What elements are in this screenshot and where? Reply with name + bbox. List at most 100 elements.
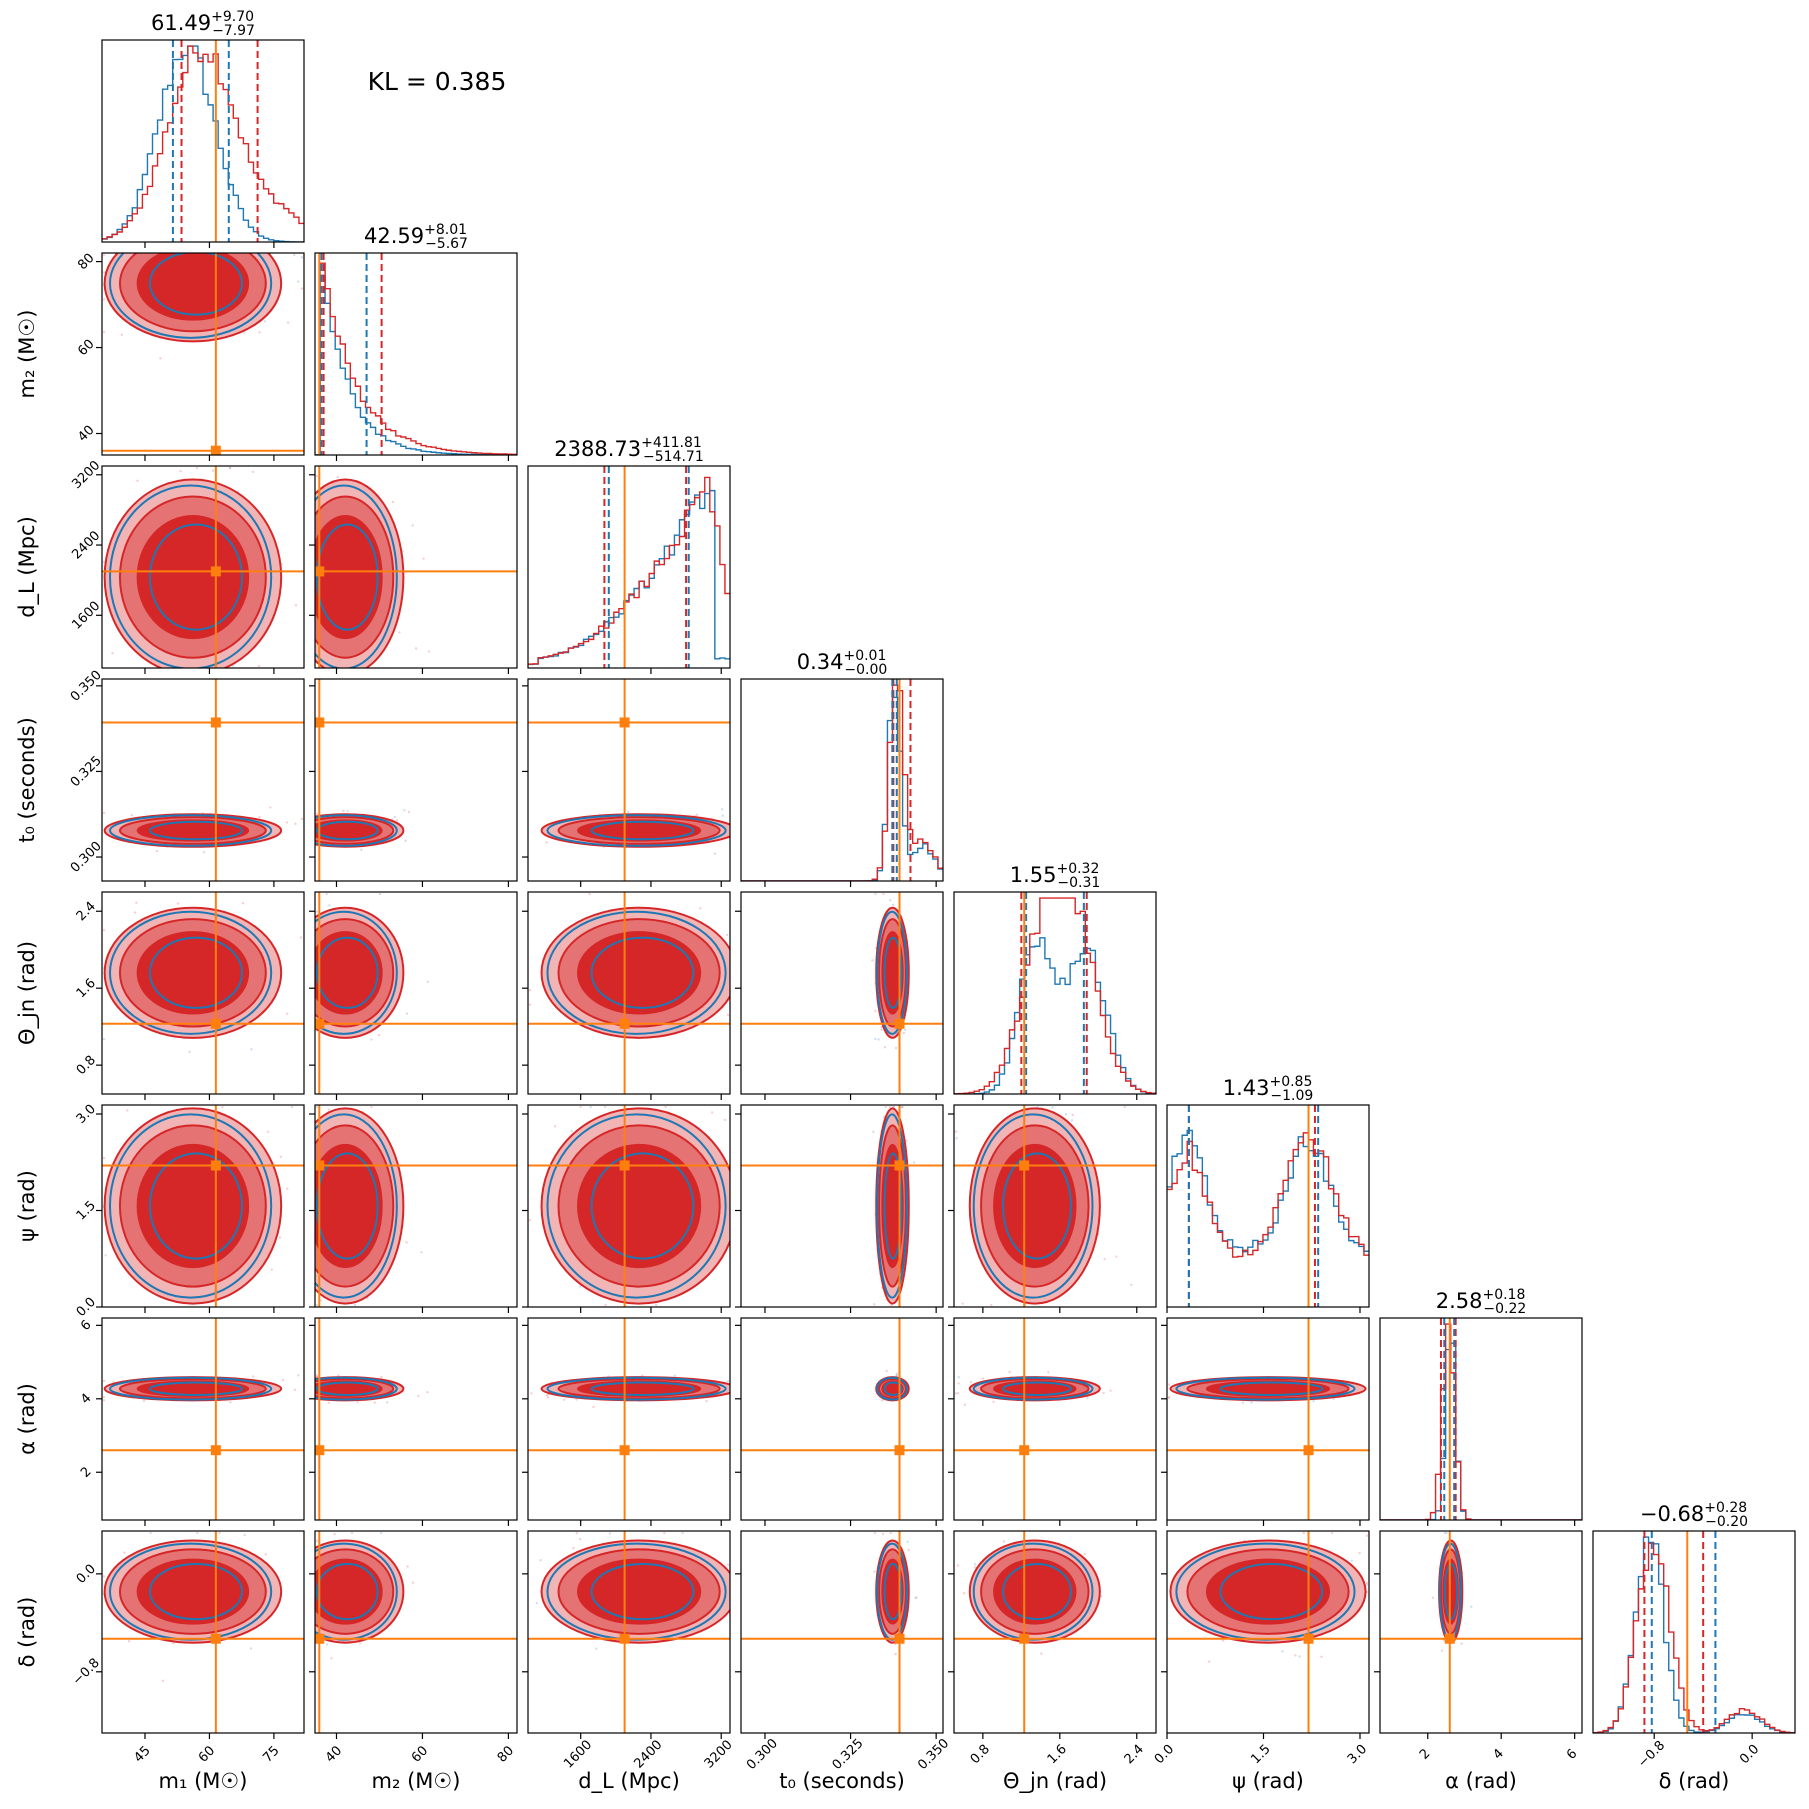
panel-content-4-1 <box>315 892 517 1094</box>
panel-6-3 <box>735 1317 944 1526</box>
sample-point-4-3 <box>883 1046 887 1049</box>
density-core-7-0 <box>136 1558 250 1625</box>
sample-point-3-1 <box>395 818 399 822</box>
sample-point-4-1 <box>370 1038 373 1041</box>
panel-6-4 <box>948 1317 1157 1526</box>
density-core-6-0 <box>136 1380 250 1397</box>
x-tick-label-5-0: 0.0 <box>1152 1742 1177 1767</box>
x-tick-label-1-1: 60 <box>409 1743 431 1765</box>
sample-point-3-1 <box>315 812 319 816</box>
title-minus-5: −1.09 <box>1270 1088 1313 1104</box>
truth-marker-3-0 <box>210 717 221 728</box>
sample-point-7-5 <box>1294 1654 1297 1657</box>
sample-point-6-0 <box>142 1399 146 1402</box>
sample-point-5-4 <box>1130 1283 1133 1286</box>
contour-series-b-outer-5-1 <box>315 1113 398 1299</box>
y-tick-label-7-1: 0.0 <box>74 1562 99 1587</box>
sample-point-6-0 <box>102 1395 106 1399</box>
sample-point-7-3 <box>873 1570 876 1573</box>
x-tick-label-3-0: 0.300 <box>744 1736 781 1773</box>
panel-content-3-2 <box>528 679 730 881</box>
sample-point-4-0 <box>299 936 303 939</box>
panel-2-2: 2388.73+411.81 −514.71 <box>527 435 731 674</box>
panel-content-6-5 <box>1167 1318 1369 1520</box>
x-tick-label-4-0: 0.8 <box>968 1742 993 1767</box>
panel-6-6: 2.58+0.18 −0.22 <box>1379 1287 1583 1526</box>
title-3: 0.34+0.01 −0.00 <box>797 648 888 678</box>
truth-marker-7-3 <box>894 1633 905 1644</box>
sample-point-6-4 <box>957 1375 961 1379</box>
y-tick-label-5-2: 3.0 <box>74 1102 99 1127</box>
sample-point-7-0 <box>196 1531 199 1535</box>
contour-series-b-inner-5-4 <box>1002 1152 1072 1260</box>
sample-point-7-0 <box>218 1531 221 1535</box>
sample-point-7-3 <box>889 1531 892 1535</box>
title-value-3: 0.34 <box>797 650 844 674</box>
sample-point-7-4 <box>1083 1552 1086 1556</box>
sample-point-7-5 <box>1221 1639 1225 1642</box>
contour-series-b-inner-6-2 <box>590 1381 695 1396</box>
sample-point-7-6 <box>1460 1642 1463 1645</box>
title-value-1: 42.59 <box>364 224 424 248</box>
panel-frame-5-5 <box>1166 1104 1370 1308</box>
panel-frame-7-7 <box>1592 1530 1796 1734</box>
sample-point-4-3 <box>880 1025 883 1029</box>
title-6: 2.58+0.18 −0.22 <box>1436 1287 1527 1317</box>
sample-point-6-4 <box>963 1403 967 1407</box>
sample-point-5-0 <box>221 1105 224 1109</box>
title-minus-0: −7.97 <box>212 23 255 39</box>
sample-point-6-2 <box>726 1379 730 1383</box>
x-tick-label-2-0: 1600 <box>561 1738 595 1772</box>
sample-point-5-2 <box>654 1303 658 1307</box>
sample-point-2-0 <box>294 604 298 607</box>
sample-point-7-0 <box>243 1533 246 1537</box>
sample-point-4-0 <box>241 901 245 905</box>
panel-content-5-0 <box>102 1105 304 1307</box>
density-core-4-1 <box>315 931 383 1015</box>
panel-content-7-2 <box>528 1531 730 1733</box>
panel-7-4: 0.8 1.6 2.4 <box>948 1530 1157 1767</box>
contour-series-b-inner-5-0 <box>148 1152 244 1260</box>
sample-point-7-2 <box>535 1601 539 1605</box>
x-tick-label-5-2: 3.0 <box>1345 1742 1370 1767</box>
sample-point-6-2 <box>530 1392 533 1395</box>
title-plus-2: +411.81 <box>641 435 702 451</box>
sample-point-3-1 <box>360 848 363 851</box>
sample-point-1-0 <box>300 256 304 259</box>
density-core-4-2 <box>577 931 702 1015</box>
sample-point-4-2 <box>528 1003 532 1006</box>
sample-point-1-0 <box>102 330 106 334</box>
sample-point-3-2 <box>721 808 724 811</box>
sample-point-1-0 <box>286 321 290 324</box>
panel-frame-7-1 <box>314 1530 518 1734</box>
sample-point-5-2 <box>578 1285 582 1288</box>
sample-point-7-3 <box>906 1540 909 1544</box>
panel-0-0: 61.49+9.70 −7.97 <box>101 9 305 248</box>
truth-marker-7-4 <box>1019 1633 1030 1644</box>
sample-point-5-1 <box>405 1241 408 1244</box>
title-1: 42.59+8.01 −5.67 <box>364 222 468 252</box>
contour-series-b-inner-5-3 <box>883 1152 903 1260</box>
sample-point-1-0 <box>102 298 106 301</box>
contour-series-b-inner-3-2 <box>590 820 695 841</box>
contour-series-b-outer-6-0 <box>108 1376 273 1401</box>
contour-series-b-inner-7-1 <box>316 1563 379 1621</box>
y-tick-label-4-2: 2.4 <box>74 899 99 924</box>
sample-point-7-1 <box>315 1539 319 1543</box>
sample-point-5-2 <box>664 1105 667 1109</box>
sample-point-6-2 <box>546 1396 550 1399</box>
y-axis-label-7: δ (rad) <box>15 1597 39 1668</box>
sample-point-7-1 <box>330 1657 333 1660</box>
y-tick-label-6-2: 6 <box>78 1317 94 1333</box>
title-4: 1.55+0.32 −0.31 <box>1010 861 1101 891</box>
panel-frame-4-2 <box>527 891 731 1095</box>
sample-point-7-1 <box>333 1532 336 1536</box>
sample-point-7-3 <box>894 1652 897 1656</box>
sample-point-6-1 <box>426 1391 429 1394</box>
sample-point-5-0 <box>270 1268 273 1271</box>
panel-6-1 <box>309 1317 518 1526</box>
sample-point-7-4 <box>962 1592 966 1595</box>
sample-point-3-1 <box>403 808 406 812</box>
density-core-6-1 <box>315 1380 383 1397</box>
